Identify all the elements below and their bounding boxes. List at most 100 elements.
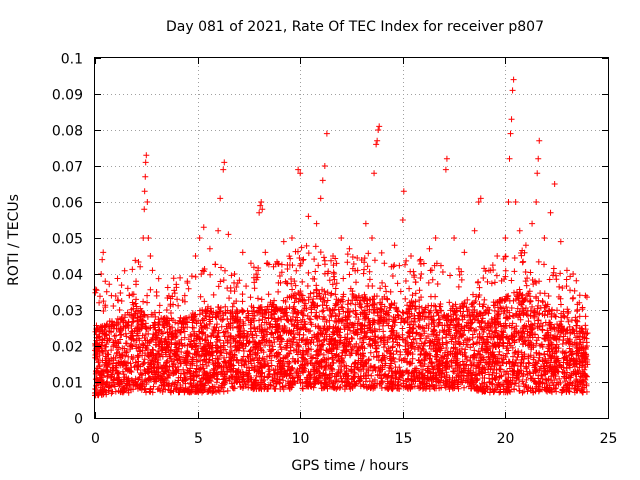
data-point — [372, 363, 379, 370]
data-point — [533, 279, 540, 286]
data-point — [511, 254, 518, 261]
data-point — [212, 261, 219, 268]
data-point — [513, 323, 520, 330]
data-point — [545, 293, 552, 300]
data-point — [110, 303, 117, 310]
data-point — [340, 308, 347, 315]
data-point — [201, 268, 208, 275]
data-point — [321, 257, 328, 264]
data-point — [320, 307, 327, 314]
data-point — [486, 375, 493, 382]
data-point — [364, 263, 371, 270]
data-point — [192, 273, 199, 280]
data-point — [361, 266, 368, 273]
data-point — [144, 292, 151, 299]
data-point — [541, 261, 548, 268]
data-point — [469, 300, 476, 307]
data-point — [133, 296, 140, 303]
data-point — [154, 359, 161, 366]
data-point — [491, 279, 498, 286]
data-point — [185, 285, 192, 292]
data-point — [401, 319, 408, 326]
data-point — [224, 285, 231, 292]
data-point — [504, 307, 511, 314]
data-point — [583, 294, 590, 301]
data-point — [328, 290, 335, 297]
data-point — [303, 242, 310, 249]
x-axis-label: GPS time / hours — [291, 458, 408, 474]
data-point — [114, 275, 121, 282]
data-point — [305, 250, 312, 257]
data-point — [527, 329, 534, 336]
data-point — [106, 281, 113, 288]
data-point — [522, 363, 529, 370]
data-point — [108, 347, 115, 354]
data-point — [96, 293, 103, 300]
data-point — [576, 313, 583, 320]
data-point — [264, 260, 271, 267]
data-point — [427, 267, 434, 274]
data-point — [420, 260, 427, 267]
data-point — [527, 269, 534, 276]
data-point — [219, 317, 226, 324]
data-point — [126, 292, 133, 299]
data-point — [228, 272, 235, 279]
data-point — [511, 268, 518, 275]
data-point — [258, 296, 265, 303]
data-point — [526, 360, 533, 367]
data-point — [285, 363, 292, 370]
data-point — [553, 276, 560, 283]
data-point — [567, 287, 574, 294]
data-point — [129, 299, 136, 306]
data-point — [141, 311, 148, 318]
data-point — [437, 262, 444, 269]
data-point — [276, 273, 283, 280]
data-point — [455, 385, 462, 392]
data-point — [469, 334, 476, 341]
data-point — [271, 385, 278, 392]
data-point — [400, 356, 407, 363]
data-point — [250, 264, 257, 271]
data-point — [459, 358, 466, 365]
data-point — [455, 283, 462, 290]
data-point — [350, 261, 357, 268]
data-point — [305, 269, 312, 276]
data-point — [326, 277, 333, 284]
data-point — [358, 304, 365, 311]
data-point — [484, 278, 491, 285]
data-point — [268, 315, 275, 322]
data-point — [332, 291, 339, 298]
data-point — [141, 356, 148, 363]
data-point — [218, 264, 225, 271]
data-point — [242, 343, 249, 350]
data-point — [399, 325, 406, 332]
data-point — [520, 258, 527, 265]
data-point — [173, 281, 180, 288]
data-point — [546, 276, 553, 283]
data-point — [353, 279, 360, 286]
data-point — [515, 297, 522, 304]
data-point — [576, 292, 583, 299]
data-point — [240, 348, 247, 355]
data-point — [391, 358, 398, 365]
data-point — [582, 313, 589, 320]
data-point — [514, 305, 521, 312]
data-point — [574, 308, 581, 315]
data-point — [367, 335, 374, 342]
data-point — [349, 253, 356, 260]
data-point — [199, 330, 206, 337]
data-point — [432, 331, 439, 338]
data-point — [456, 340, 463, 347]
data-point — [447, 272, 454, 279]
data-point — [155, 348, 162, 355]
data-point — [396, 262, 403, 269]
data-point — [278, 261, 285, 268]
data-point — [488, 280, 495, 287]
data-point — [251, 285, 258, 292]
data-point — [132, 257, 139, 264]
data-point — [482, 268, 489, 275]
data-point — [141, 312, 148, 319]
data-point — [432, 293, 439, 300]
data-point — [410, 268, 417, 275]
